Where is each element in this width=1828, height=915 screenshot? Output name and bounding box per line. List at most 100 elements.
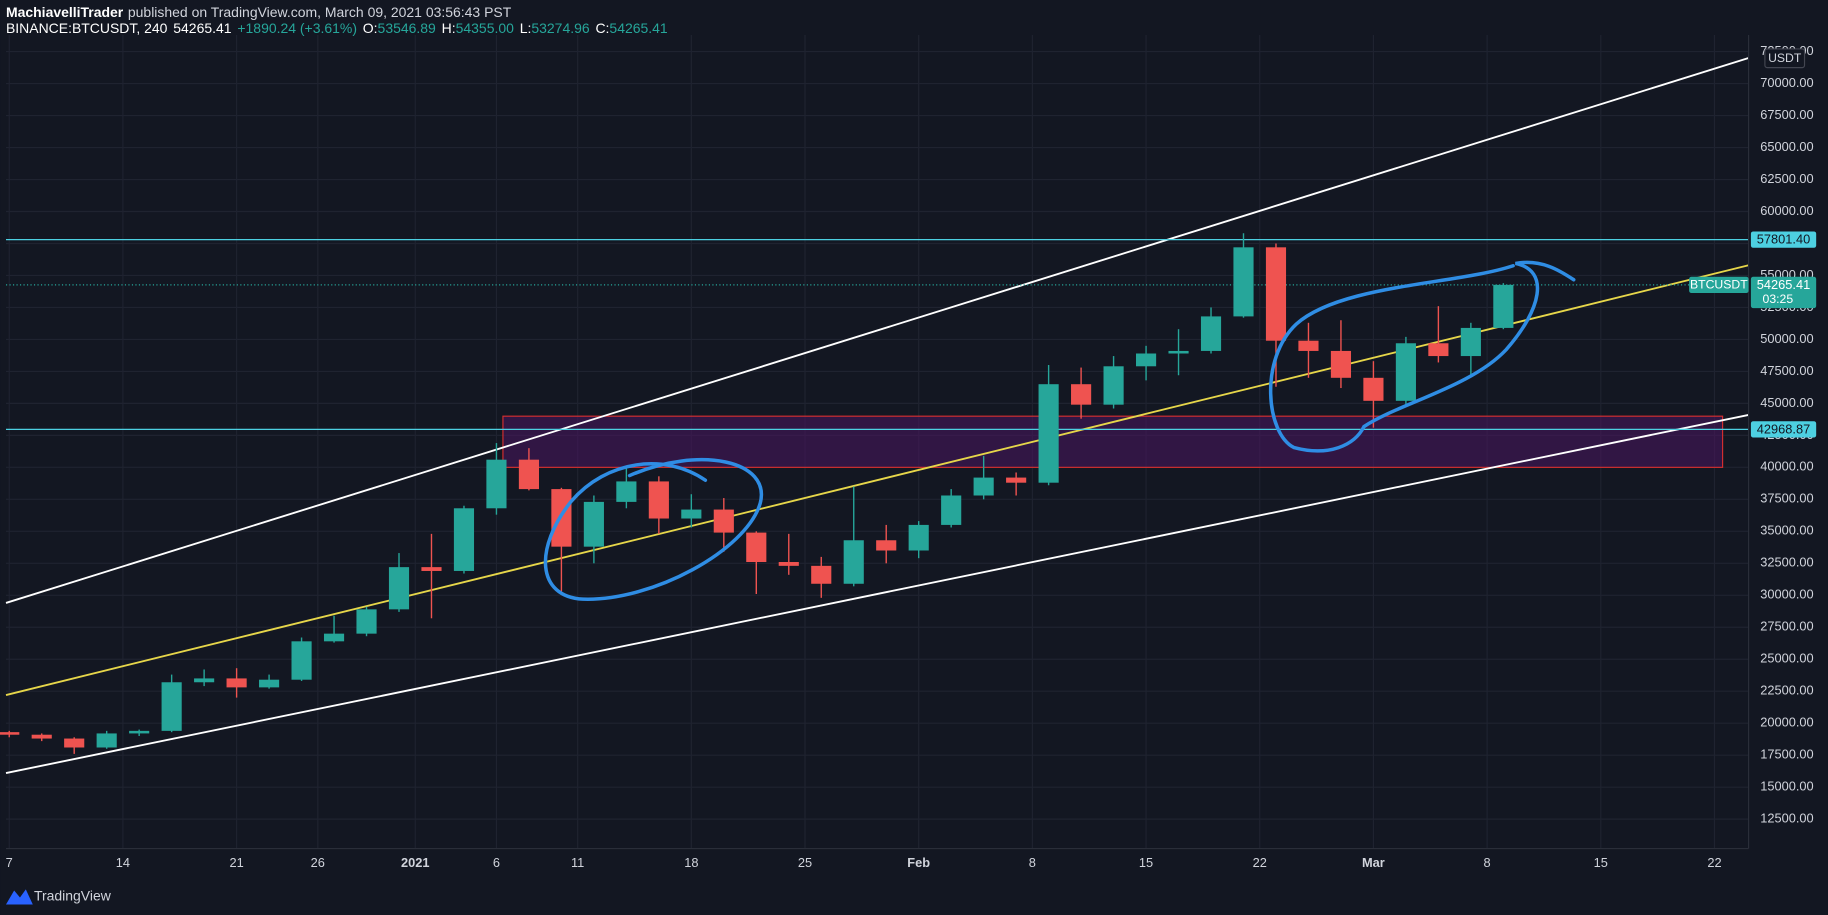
logo [5,889,33,905]
trendline [5,413,1749,774]
x-tick-label: 15 [1139,855,1153,870]
x-tick-label: 14 [116,855,130,870]
y-tick-label: 62500.00 [1760,171,1813,186]
y-tick-label: 50000.00 [1760,331,1813,346]
y-tick-label: 65000.00 [1760,139,1813,154]
candle-body [1395,343,1416,401]
last: 54265.41 [173,20,231,36]
x-tick-label: 18 [684,855,698,870]
candle-body [1006,477,1027,483]
x-tick-label: 25 [798,855,812,870]
candle-body [843,540,864,584]
candle-body [161,682,182,731]
candle-body [259,679,280,688]
candle-body [1233,247,1254,317]
candle-body [908,524,929,551]
candle-body [1200,316,1222,351]
x-tick-label: 22 [1707,855,1721,870]
x-tick-label: 8 [1484,855,1491,870]
currency: USDT [1768,51,1802,65]
price-label-box [1750,231,1817,248]
value: 54265.41 [609,20,667,36]
y-tick-label: 22500.00 [1760,683,1813,698]
candle-body [1363,377,1384,401]
y-tick-label: 70000.00 [1760,75,1813,90]
candle-body [194,678,215,683]
x-tick-label: 22 [1253,855,1267,870]
x-tick-label: 2021 [401,855,430,870]
candle-body [941,495,962,525]
candle-body [1038,384,1059,483]
symbol: BINANCE:BTCUSDT, 240 [6,20,168,36]
branding: TradingView [34,888,112,904]
candle-body [1103,366,1124,405]
y-tick-label: 27500.00 [1760,619,1813,634]
x-tick-label: 6 [493,855,500,870]
x-tick-label: 11 [571,855,584,870]
candle-body [486,459,507,509]
y-tick-label: 25000.00 [1760,651,1813,666]
y-tick-label: 20000.00 [1760,715,1813,730]
y-tick-label: 12500.00 [1760,811,1813,826]
header: MachiavelliTrader published on TradingVie… [6,4,512,20]
price-label: 57801.40 [1757,232,1810,247]
candle-body [1330,350,1352,378]
candles [0,233,1514,754]
label: O: [363,20,378,36]
y-tick-label: 17500.00 [1760,747,1813,762]
candle-body [31,734,52,739]
author: MachiavelliTrader [6,4,124,20]
y-tick-label: 47500.00 [1760,363,1813,378]
candle-body [973,477,994,496]
published: published on TradingView.com, March 09, … [128,4,512,20]
candle-body [518,459,539,490]
symbol-label: BTCUSDT [1690,278,1748,292]
currency-box [1764,48,1806,69]
candle-body [226,678,247,688]
candle-body [746,532,767,563]
candle-body [583,501,604,547]
freehand-drawing [543,457,764,601]
candle-body [648,481,669,519]
y-tick-label: 37500.00 [1760,491,1813,506]
candle-body [1135,353,1157,367]
candle-body [1460,327,1481,357]
candle-body [778,562,799,566]
candle-body [96,733,117,748]
candle-body [1428,343,1449,357]
x-tick-label: 26 [311,855,325,870]
change: +1890.24 (+3.61%) [237,20,357,36]
last-price-box [1750,276,1817,309]
last-price-label: 54265.41 [1757,277,1810,292]
candle-body [323,633,345,642]
candle-body [421,567,442,571]
candle-body [616,481,637,502]
x-tick-label: Mar [1362,855,1385,870]
x-tick-label: 21 [229,855,243,870]
symbol-legend: BINANCE:BTCUSDT, 240 54265.41 +1890.24 (+3… [6,20,668,36]
freehand-drawing [1268,260,1576,453]
x-tick-label: Feb [907,855,930,870]
candle-body [1298,340,1319,351]
y-tick-label: 40000.00 [1760,459,1813,474]
price-label-box [1750,421,1817,438]
candle-body [713,509,734,533]
y-tick-label: 67500.00 [1760,107,1813,122]
price-label: 42968.87 [1757,421,1810,436]
candle-body [64,738,85,748]
y-tick-label: 45000.00 [1760,395,1813,410]
symbol-label-box [1689,276,1749,294]
candle-body [388,567,410,610]
label: H: [442,20,456,36]
candle-body [129,730,150,734]
candle-body [453,508,475,571]
candle-body [1493,284,1514,328]
y-tick-label: 35000.00 [1760,523,1813,538]
candle-body [356,609,377,634]
countdown-label: 03:25 [1763,292,1794,306]
value: 53274.96 [531,20,589,36]
candle-body [1265,247,1287,341]
candle-body [1168,350,1189,354]
